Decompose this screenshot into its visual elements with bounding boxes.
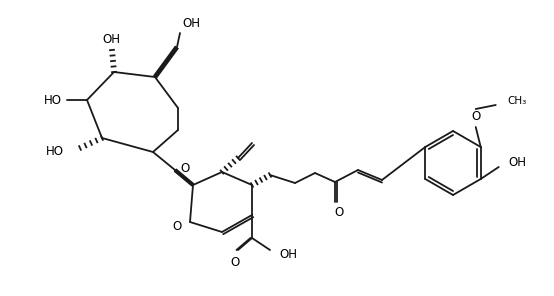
Text: OH: OH (102, 33, 120, 46)
Text: OH: OH (509, 155, 527, 168)
Text: O: O (335, 205, 343, 218)
Text: HO: HO (46, 144, 64, 157)
Text: CH₃: CH₃ (507, 96, 527, 106)
Text: OH: OH (279, 247, 297, 260)
Text: OH: OH (182, 17, 200, 30)
Text: O: O (471, 110, 480, 123)
Text: HO: HO (44, 94, 62, 107)
Text: O: O (230, 255, 240, 268)
Text: O: O (180, 162, 189, 175)
Text: O: O (173, 221, 182, 234)
